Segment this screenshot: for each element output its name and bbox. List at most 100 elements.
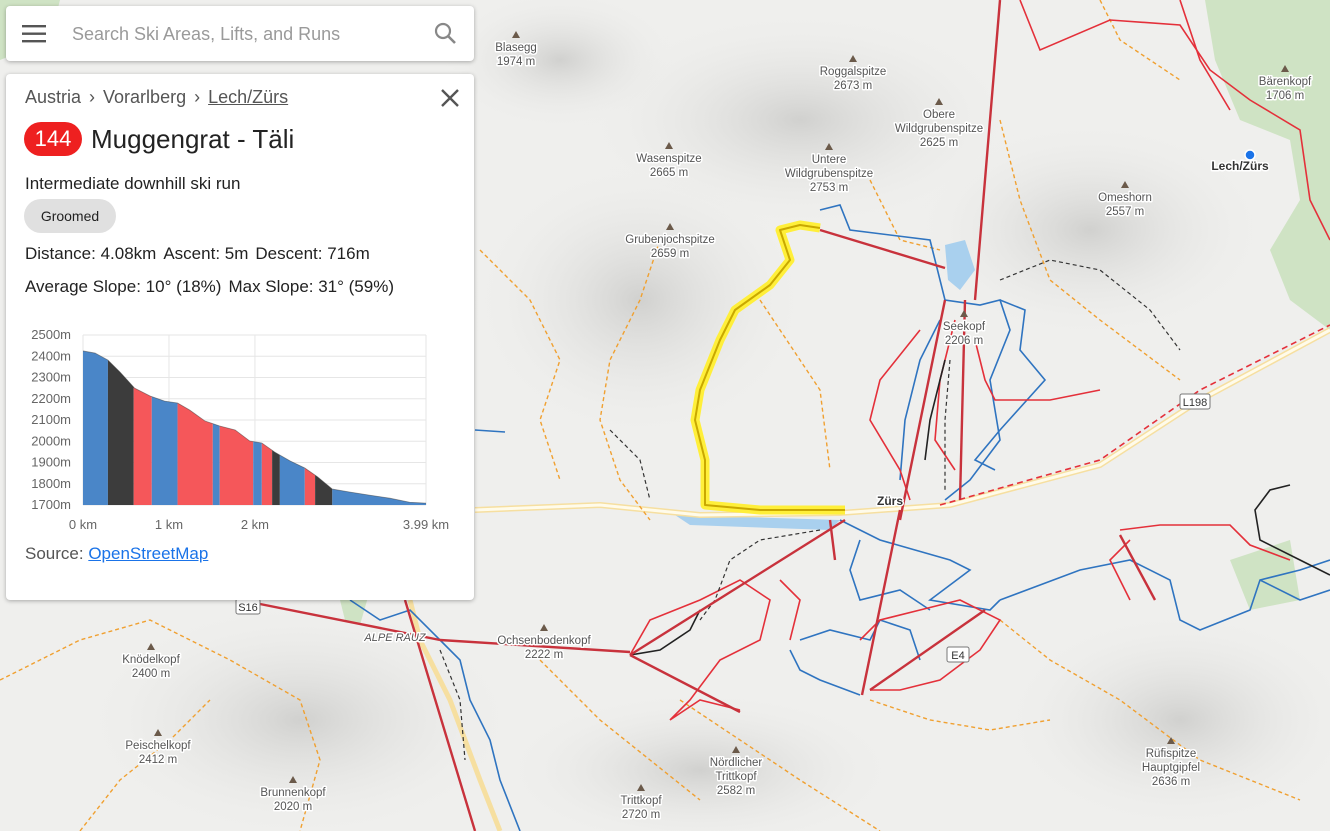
run-title: Muggengrat - Täli <box>91 124 295 154</box>
crumb-separator: › <box>89 87 96 107</box>
place-label: ALPE RAUZ <box>363 632 426 644</box>
peak-label: Bärenkopf <box>1259 76 1312 88</box>
peak-label: Trittkopf <box>715 771 757 783</box>
map-labels: Blasegg 1974 m Roggalspitze 2673 m Obere Wild… <box>121 31 1314 823</box>
stat: Average Slope: 10° (18%) <box>25 277 222 296</box>
town-marker <box>1244 149 1256 161</box>
peak-icon <box>512 31 520 38</box>
x-tick-label: 3.99 km <box>403 517 449 532</box>
slope-segment <box>177 403 213 505</box>
info-panel: Austria › Vorarlberg › Lech/Zürs 144 Muggeng… <box>6 74 474 600</box>
road-label: L198 <box>1183 397 1207 409</box>
x-tick-label: 1 km <box>155 517 183 532</box>
road-label: S16 <box>238 602 258 614</box>
peak-label: 2720 m <box>622 809 660 821</box>
hillshade <box>80 0 1330 831</box>
peak-label: 2665 m <box>650 167 688 179</box>
peak-label: Untere <box>812 154 847 166</box>
peak-label: 2020 m <box>274 801 312 813</box>
breadcrumb: Austria › Vorarlberg › Lech/Zürs <box>25 87 296 108</box>
crumb[interactable]: Austria <box>25 87 82 107</box>
y-tick-label: 1800m <box>31 476 71 491</box>
y-tick-label: 2400m <box>31 348 71 363</box>
stat: Max Slope: 31° (59%) <box>228 277 394 296</box>
search-bar[interactable]: Search Ski Areas, Lifts, and Runs <box>6 6 474 61</box>
slope-segment <box>212 423 220 505</box>
peak-label: 2412 m <box>139 754 177 766</box>
trails <box>0 0 1301 831</box>
peak-label: 2222 m <box>525 649 563 661</box>
slope-segment <box>279 455 305 505</box>
peak-label: Brunnenkopf <box>260 787 326 799</box>
y-tick-label: 1700m <box>31 497 71 512</box>
road-label: E4 <box>951 650 964 662</box>
peak-label: Omeshorn <box>1098 192 1152 204</box>
source-label: Source: <box>25 544 84 563</box>
slope-segment <box>133 387 152 505</box>
stats-row: Distance: 4.08km Ascent: 5m Descent: 716m <box>25 244 377 264</box>
peak-label: 2659 m <box>651 248 689 260</box>
peak-label: Seekopf <box>943 321 986 333</box>
peak-label: Wildgrubenspitze <box>895 123 983 135</box>
peak-icon <box>637 784 645 791</box>
elevation-chart: 2500m 2400m 2300m 2200m 2100m 2000m 1900m 1800m… <box>31 327 449 532</box>
peak-icon <box>1281 65 1289 72</box>
peak-label: Wildgrubenspitze <box>785 168 873 180</box>
slope-segment <box>219 425 254 505</box>
y-tick-label: 2200m <box>31 391 71 406</box>
peak-label: Trittkopf <box>620 795 662 807</box>
run-description: Intermediate downhill ski run <box>25 174 241 193</box>
x-tick-label: 0 km <box>69 517 97 532</box>
water <box>675 240 975 530</box>
peak-label: Nördlicher <box>710 757 763 769</box>
crumb-link[interactable]: Lech/Zürs <box>208 87 289 107</box>
slope-segment <box>304 468 316 505</box>
stat: Distance: 4.08km <box>25 244 157 263</box>
search-icon[interactable] <box>434 22 458 46</box>
peak-label: Knödelkopf <box>122 654 180 666</box>
search-placeholder[interactable]: Search Ski Areas, Lifts, and Runs <box>72 24 341 44</box>
crumb[interactable]: Vorarlberg <box>103 87 187 107</box>
run-number: 144 <box>24 122 82 156</box>
slope-segment <box>315 475 333 505</box>
peak-icon <box>732 746 740 753</box>
source-link[interactable]: OpenStreetMap <box>88 544 209 563</box>
peak-label: Rüfispitze <box>1146 748 1197 760</box>
peak-label: 1974 m <box>497 56 535 68</box>
road-shield <box>1179 393 1211 410</box>
place-label: Lech/Zürs <box>1211 159 1269 173</box>
peak-label: Wasenspitze <box>636 153 701 165</box>
peak-label: Hauptgipfel <box>1142 762 1200 774</box>
peak-icon <box>147 643 155 650</box>
stats-row: Average Slope: 10° (18%) Max Slope: 31° (… <box>25 277 401 297</box>
peak-label: Grubenjochspitze <box>625 234 715 246</box>
slope-segment <box>83 350 108 505</box>
selected-run[interactable] <box>690 220 845 515</box>
peak-label: Ochsenbodenkopf <box>497 635 591 647</box>
road-shield <box>946 646 970 663</box>
peak-label: Roggalspitze <box>820 66 886 78</box>
ski-runs-red <box>629 0 1330 721</box>
peak-icon <box>825 143 833 150</box>
y-tick-label: 1900m <box>31 455 71 470</box>
peak-label: 2400 m <box>132 668 170 680</box>
y-tick-label: 2100m <box>31 412 71 427</box>
slope-segment <box>261 442 273 505</box>
tag-chip: Groomed <box>24 199 116 233</box>
place-label: Zürs <box>877 494 903 508</box>
crumb-separator: › <box>194 87 201 107</box>
stat: Descent: 716m <box>255 244 370 263</box>
peak-label: 2625 m <box>920 137 958 149</box>
elevation-profile <box>82 350 427 504</box>
peak-label: Peischelkopf <box>125 740 191 752</box>
peak-label: 2206 m <box>945 335 983 347</box>
close-button[interactable] <box>440 88 460 108</box>
menu-icon[interactable] <box>22 24 48 44</box>
peak-label: 2636 m <box>1152 776 1190 788</box>
peak-label: 2557 m <box>1106 206 1144 218</box>
peak-label: 2582 m <box>717 785 755 797</box>
peak-icon <box>1121 181 1129 188</box>
peak-label: Obere <box>923 109 955 121</box>
